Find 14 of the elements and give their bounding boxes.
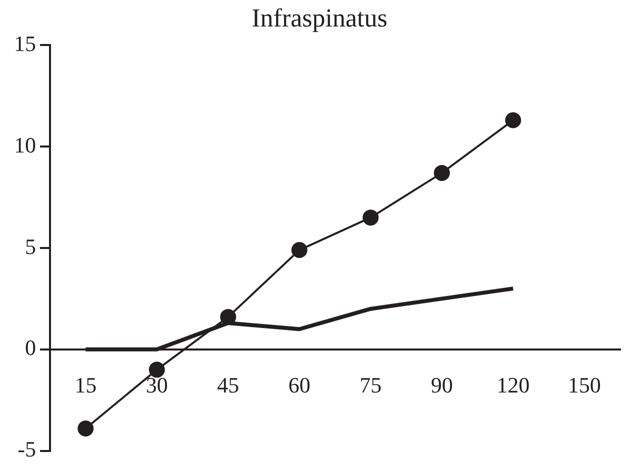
- x-tick-label: 90: [430, 372, 453, 398]
- x-tick-label: 150: [568, 372, 601, 398]
- y-tick-label: 15: [14, 30, 36, 56]
- chart-title: Infraspinatus: [252, 3, 388, 32]
- y-tick-label: 0: [25, 335, 36, 360]
- x-tick-label: 45: [217, 372, 240, 398]
- x-tick-label: 15: [74, 372, 97, 398]
- x-tick-label: 30: [146, 372, 168, 398]
- x-tick-label: 75: [360, 372, 382, 398]
- y-tick-label: 10: [14, 132, 36, 158]
- x-tick-label: 60: [288, 372, 310, 398]
- x-tick-label: 120: [496, 372, 530, 398]
- y-tick-label: -5: [18, 436, 36, 462]
- y-tick-label: 5: [25, 234, 36, 259]
